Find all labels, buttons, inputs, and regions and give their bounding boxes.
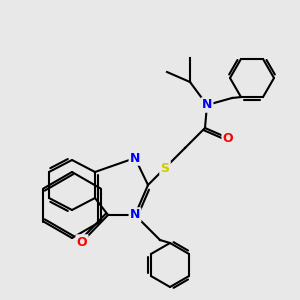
Text: O: O [77, 236, 87, 248]
Text: O: O [223, 131, 233, 145]
Text: N: N [130, 208, 140, 221]
Text: N: N [130, 152, 140, 164]
Text: S: S [160, 161, 169, 175]
Text: N: N [202, 98, 212, 112]
